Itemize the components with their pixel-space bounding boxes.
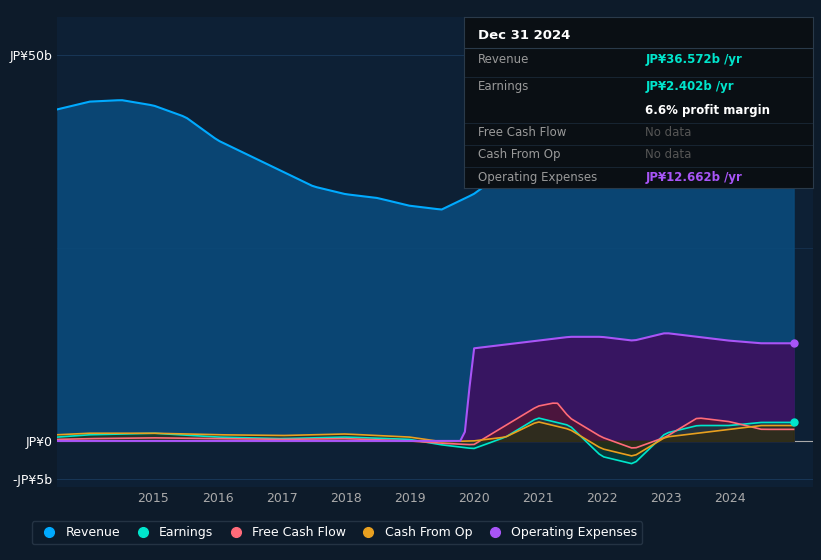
Text: Free Cash Flow: Free Cash Flow xyxy=(478,126,566,139)
Text: Revenue: Revenue xyxy=(478,53,530,66)
Text: JP¥36.572b /yr: JP¥36.572b /yr xyxy=(645,53,742,66)
Text: Operating Expenses: Operating Expenses xyxy=(478,170,597,184)
Legend: Revenue, Earnings, Free Cash Flow, Cash From Op, Operating Expenses: Revenue, Earnings, Free Cash Flow, Cash … xyxy=(32,521,642,544)
Text: Dec 31 2024: Dec 31 2024 xyxy=(478,29,571,42)
Text: 6.6% profit margin: 6.6% profit margin xyxy=(645,104,770,117)
Text: No data: No data xyxy=(645,126,691,139)
Text: No data: No data xyxy=(645,148,691,161)
Text: Earnings: Earnings xyxy=(478,80,530,93)
Text: JP¥12.662b /yr: JP¥12.662b /yr xyxy=(645,170,742,184)
Text: JP¥2.402b /yr: JP¥2.402b /yr xyxy=(645,80,734,93)
Text: Cash From Op: Cash From Op xyxy=(478,148,560,161)
